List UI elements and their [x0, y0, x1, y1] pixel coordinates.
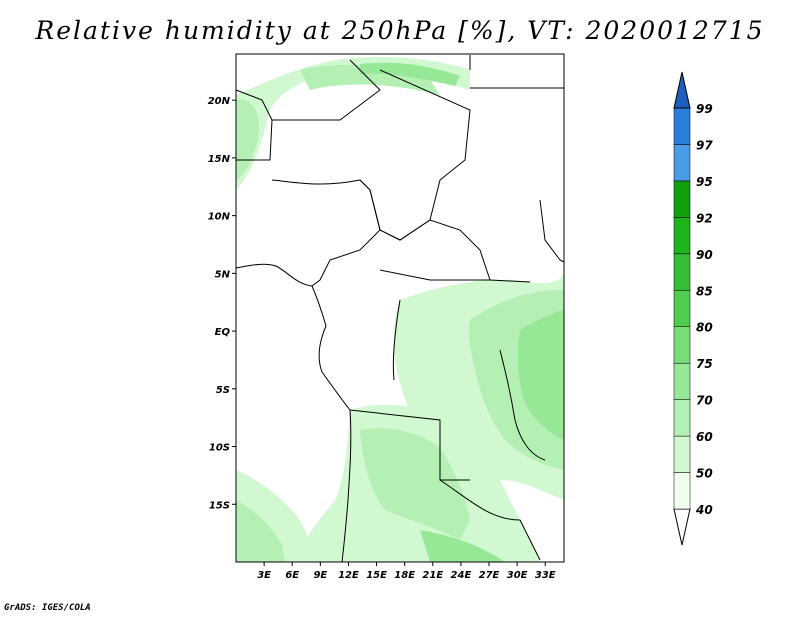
boundaries — [235, 55, 565, 563]
colorbar-label: 70 — [696, 394, 713, 408]
colorbar-label: 90 — [696, 248, 713, 262]
lon-label: 30E — [507, 570, 528, 581]
colorbar-label: 95 — [696, 175, 713, 189]
colorbar-swatch — [673, 290, 691, 327]
map-title: Relative humidity at 250hPa [%], VT: 202… — [35, 16, 765, 45]
lon-label: 24E — [451, 570, 472, 581]
lon-label: 15E — [366, 570, 387, 581]
colorbar-label: 75 — [696, 357, 713, 371]
lat-label: 10S — [209, 443, 230, 454]
lon-label: 3E — [257, 570, 271, 581]
colorbar-label: 85 — [696, 284, 713, 298]
lat-label: EQ — [215, 327, 231, 338]
colorbar-label: 80 — [696, 321, 713, 335]
colorbar-swatch — [673, 253, 691, 291]
colorbar-swatch — [673, 435, 691, 473]
credit-text: GrADS: IGES/COLA — [4, 603, 91, 613]
map-frame — [235, 53, 565, 563]
colorbar-swatch — [673, 144, 691, 182]
colorbar-high-arrow — [673, 71, 691, 109]
lon-label: 9E — [313, 570, 327, 581]
lat-label: 10N — [208, 212, 231, 223]
colorbar-swatch — [673, 399, 691, 437]
lat-label: 20N — [208, 96, 231, 107]
lon-label: 27E — [479, 570, 500, 581]
lat-label: 5S — [216, 385, 230, 396]
colorbar-label: 97 — [696, 138, 713, 152]
colorbar-label: 60 — [696, 430, 713, 444]
colorbar-label: 99 — [696, 102, 713, 116]
humidity-field — [236, 57, 564, 562]
colorbar-swatch — [673, 180, 691, 218]
lat-label: 15N — [208, 154, 231, 165]
lon-label: 18E — [394, 570, 415, 581]
lat-label: 5N — [215, 269, 231, 280]
lon-label: 12E — [338, 570, 359, 581]
colorbar-swatch — [673, 217, 691, 255]
longitude-axis: 3E 6E 9E 12E 15E 18E 21E 24E 27E 30E 33E — [257, 562, 556, 581]
colorbar-swatch — [673, 362, 691, 400]
colorbar-swatch — [673, 326, 691, 364]
colorbar-label: 40 — [695, 503, 713, 517]
lat-label: 15S — [209, 500, 230, 511]
colorbar-label: 92 — [696, 211, 713, 225]
lon-label: 33E — [535, 570, 556, 581]
lon-label: 21E — [422, 570, 443, 581]
colorbar-low-arrow — [673, 508, 691, 546]
latitude-axis: 20N 15N 10N 5N EQ 5S 10S 15S — [208, 96, 236, 511]
lon-label: 6E — [285, 570, 299, 581]
colorbar-swatch — [673, 107, 691, 145]
colorbar-swatch — [673, 472, 691, 510]
colorbar: 40 50 60 70 75 80 85 90 92 95 97 99 — [673, 71, 713, 546]
colorbar-label: 50 — [696, 467, 713, 481]
